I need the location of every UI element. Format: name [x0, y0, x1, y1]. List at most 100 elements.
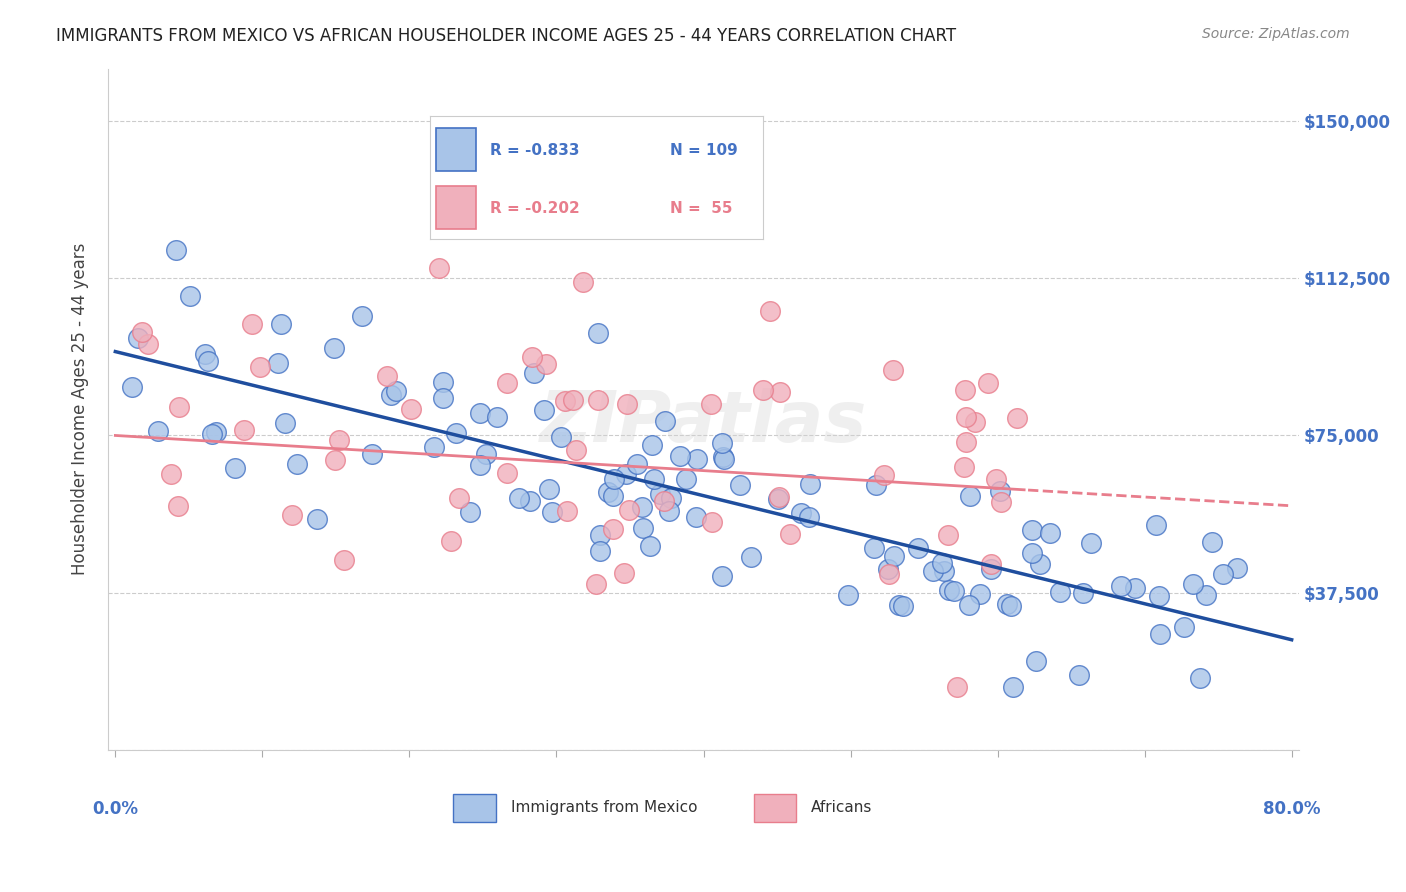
- Point: [654, 414, 676, 428]
- Point: [197, 354, 219, 368]
- Point: [585, 577, 607, 591]
- Text: 80.0%: 80.0%: [1263, 800, 1320, 818]
- Point: [626, 457, 648, 471]
- Point: [1144, 517, 1167, 532]
- Point: [127, 331, 149, 345]
- Point: [1149, 626, 1171, 640]
- Point: [713, 452, 735, 467]
- Point: [447, 491, 470, 506]
- Point: [959, 489, 981, 503]
- Point: [980, 562, 1002, 576]
- Point: [768, 491, 790, 506]
- Point: [307, 512, 329, 526]
- Point: [1000, 599, 1022, 613]
- Point: [1002, 680, 1025, 694]
- Point: [990, 495, 1012, 509]
- Point: [619, 503, 641, 517]
- Point: [957, 598, 980, 612]
- Point: [274, 416, 297, 430]
- Point: [179, 289, 201, 303]
- Point: [686, 452, 709, 467]
- Point: [1201, 535, 1223, 549]
- Point: [598, 485, 620, 500]
- Point: [486, 410, 509, 425]
- Point: [534, 357, 557, 371]
- Point: [136, 337, 159, 351]
- Point: [638, 539, 661, 553]
- Point: [572, 275, 595, 289]
- Point: [1212, 566, 1234, 581]
- Point: [328, 433, 350, 447]
- Point: [432, 391, 454, 405]
- Point: [640, 438, 662, 452]
- Point: [953, 460, 976, 475]
- Point: [360, 446, 382, 460]
- Point: [887, 598, 910, 612]
- Point: [711, 450, 734, 464]
- Point: [468, 406, 491, 420]
- Point: [474, 447, 496, 461]
- Point: [267, 356, 290, 370]
- Point: [946, 680, 969, 694]
- Point: [586, 326, 609, 341]
- Point: [613, 566, 636, 580]
- Point: [565, 443, 588, 458]
- Point: [508, 491, 530, 506]
- Point: [648, 487, 671, 501]
- Point: [496, 376, 519, 390]
- Point: [1123, 582, 1146, 596]
- Point: [631, 521, 654, 535]
- Point: [790, 506, 813, 520]
- Point: [1039, 525, 1062, 540]
- Point: [440, 534, 463, 549]
- Point: [350, 309, 373, 323]
- Point: [1005, 411, 1028, 425]
- Point: [616, 467, 638, 481]
- Point: [380, 387, 402, 401]
- Point: [863, 541, 886, 555]
- Text: Source: ZipAtlas.com: Source: ZipAtlas.com: [1202, 27, 1350, 41]
- Point: [876, 562, 898, 576]
- Point: [1080, 535, 1102, 549]
- Point: [882, 363, 904, 377]
- Point: [533, 403, 555, 417]
- Point: [1021, 523, 1043, 537]
- Point: [631, 500, 654, 515]
- Point: [550, 429, 572, 443]
- Point: [700, 397, 723, 411]
- Point: [602, 522, 624, 536]
- Point: [540, 505, 562, 519]
- Point: [1182, 576, 1205, 591]
- Point: [995, 597, 1018, 611]
- Point: [166, 499, 188, 513]
- Point: [131, 325, 153, 339]
- Point: [519, 494, 541, 508]
- Point: [1149, 590, 1171, 604]
- Point: [865, 478, 887, 492]
- Point: [468, 458, 491, 473]
- Point: [432, 375, 454, 389]
- Point: [496, 466, 519, 480]
- Point: [375, 369, 398, 384]
- Point: [458, 505, 481, 519]
- Point: [1021, 546, 1043, 560]
- Point: [986, 472, 1008, 486]
- Point: [700, 515, 723, 529]
- Point: [602, 488, 624, 502]
- Point: [285, 458, 308, 472]
- Point: [659, 491, 682, 506]
- Point: [1189, 671, 1212, 685]
- Point: [333, 553, 356, 567]
- Point: [201, 427, 224, 442]
- Point: [988, 484, 1011, 499]
- Point: [148, 424, 170, 438]
- Point: [1067, 667, 1090, 681]
- Point: [121, 380, 143, 394]
- Point: [685, 510, 707, 524]
- Point: [768, 490, 790, 504]
- Point: [936, 528, 959, 542]
- Point: [242, 317, 264, 331]
- Point: [205, 425, 228, 439]
- Point: [589, 544, 612, 558]
- Point: [589, 528, 612, 542]
